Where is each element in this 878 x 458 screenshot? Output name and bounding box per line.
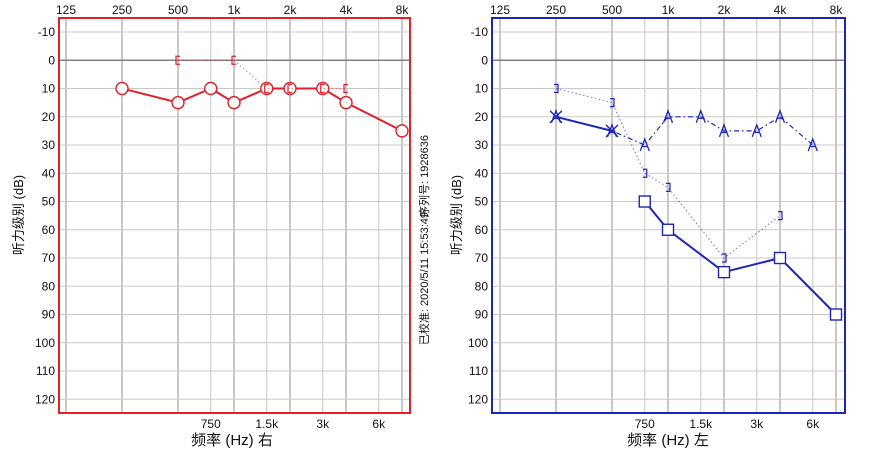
left-y-tick-label: 20 (475, 110, 489, 124)
right-y-tick-label: 110 (36, 364, 55, 378)
right-x-top-tick-label: 500 (168, 3, 188, 17)
left-marker-a (662, 108, 674, 123)
right-x-bottom-tick-label: 750 (201, 417, 221, 431)
right-marker-circle (115, 81, 129, 96)
left-marker-a (695, 108, 706, 123)
right-marker-circle (171, 95, 185, 110)
left-marker-a (639, 137, 650, 152)
left-y-tick-label: 60 (475, 223, 489, 237)
left-y-tick-label: 120 (468, 392, 488, 406)
left-x-bottom-tick-label: 1.5k (689, 417, 713, 431)
left-marker-square (638, 195, 651, 208)
right-x-bottom-tick-label: 6k (372, 417, 386, 431)
left-y-tick-label: 80 (475, 279, 489, 293)
right-marker-circle (227, 95, 241, 110)
right-x-top-tick-label: 125 (56, 3, 76, 17)
left-marker-a (751, 123, 762, 138)
left-ear-audiogram: 125 250 500 1k 2k 4k 8k 750 1.5k 3k 6k -10 0 10 20 30 40… (468, 3, 846, 431)
right-x-axis-label: 频率 (Hz) 右 (191, 432, 273, 449)
left-x-top-tick-label: 500 (602, 3, 622, 17)
left-x-top-tick-label: 8k (830, 3, 844, 17)
left-x-top-tick-label: 125 (490, 3, 510, 17)
right-y-tick-label: 90 (42, 308, 56, 322)
right-x-top-tick-label: 2k (284, 3, 298, 17)
right-y-tick-label: 10 (42, 82, 56, 96)
right-x-top-tick-label: 1k (228, 3, 242, 17)
right-marker-circle (395, 124, 409, 138)
left-x-top-tick-label: 250 (546, 3, 566, 17)
right-y-tick-label: 20 (42, 110, 56, 124)
left-marker-square (773, 251, 787, 265)
right-x-top-tick-label: 4k (340, 3, 354, 17)
left-y-tick-label: 10 (475, 82, 489, 96)
right-y-tick-label: 100 (35, 336, 55, 350)
left-y-tick-label: 110 (469, 364, 488, 378)
left-x-top-tick-label: 4k (774, 3, 788, 17)
right-y-axis-label: 听力级别 (dB) (11, 175, 26, 255)
left-y-tick-label: 70 (475, 251, 489, 265)
right-marker-bracket-left (320, 83, 325, 94)
left-series-line (555, 116, 814, 146)
left-x-top-tick-label: 1k (662, 3, 676, 17)
right-y-tick-label: 60 (42, 223, 56, 237)
left-y-tick-label: 30 (475, 138, 489, 152)
left-x-bottom-tick-label: 750 (635, 417, 655, 431)
right-x-top-tick-label: 250 (112, 3, 132, 17)
right-y-tick-label: 30 (42, 138, 56, 152)
left-y-axis-label: 听力级别 (dB) (449, 175, 464, 255)
right-x-top-tick-label: 8k (396, 3, 410, 17)
left-y-tick-label: -10 (471, 25, 489, 39)
left-marker-bracket-right (610, 98, 615, 108)
right-y-tick-label: -10 (38, 25, 56, 39)
left-marker-a (606, 123, 618, 138)
left-marker-a (807, 137, 818, 152)
left-series-line (555, 87, 781, 259)
left-marker-bracket-right (722, 253, 727, 263)
right-ear-audiogram: 125 250 500 1k 2k 4k 8k 750 1.5k 3k 6k -10 0 10 20 30 40… (35, 3, 411, 431)
right-y-tick-label: 40 (42, 166, 56, 180)
right-marker-bracket-left (231, 55, 236, 65)
right-y-tick-label: 80 (42, 279, 56, 293)
right-y-tick-label: 70 (42, 251, 56, 265)
right-marker-bracket-left (264, 83, 269, 94)
left-marker-a (550, 108, 562, 123)
left-x-axis-label: 频率 (Hz) 左 (627, 432, 709, 449)
left-marker-square (661, 223, 675, 236)
right-series-line (121, 87, 403, 132)
left-y-tick-label: 90 (475, 308, 489, 322)
right-marker-bracket-left (287, 83, 292, 94)
left-y-tick-label: 40 (475, 166, 489, 180)
left-marker-a (718, 123, 730, 138)
left-x-bottom-tick-label: 3k (750, 417, 764, 431)
right-marker-circle (204, 81, 218, 96)
left-marker-bracket-right (778, 211, 783, 221)
right-plot-frame (58, 17, 411, 414)
right-marker-bracket-left (175, 55, 180, 65)
right-marker-bracket-left (343, 83, 348, 94)
right-y-tick-label: 50 (42, 195, 56, 209)
left-marker-a (774, 108, 786, 123)
left-y-tick-label: 50 (475, 195, 489, 209)
left-y-tick-label: 100 (468, 336, 488, 350)
serial-number-text: 序列号: 1928636 (417, 135, 431, 217)
left-marker-bracket-right (554, 83, 559, 94)
left-x-bottom-tick-label: 6k (806, 417, 820, 431)
right-x-bottom-tick-label: 3k (316, 417, 330, 431)
left-plot-frame (491, 17, 846, 414)
right-y-tick-label: 0 (48, 53, 55, 67)
right-y-tick-label: 120 (35, 392, 55, 406)
left-marker-bracket-right (666, 182, 671, 192)
right-marker-circle (339, 95, 353, 110)
left-marker-bracket-right (642, 168, 648, 178)
left-marker-square (829, 308, 843, 321)
left-x-top-tick-label: 2k (718, 3, 732, 17)
left-y-tick-label: 0 (481, 53, 488, 67)
calibration-date-text: 已校准: 2020/5/11 15:53:49 (417, 212, 431, 345)
right-x-bottom-tick-label: 1.5k (255, 417, 279, 431)
left-marker-square (717, 265, 731, 279)
